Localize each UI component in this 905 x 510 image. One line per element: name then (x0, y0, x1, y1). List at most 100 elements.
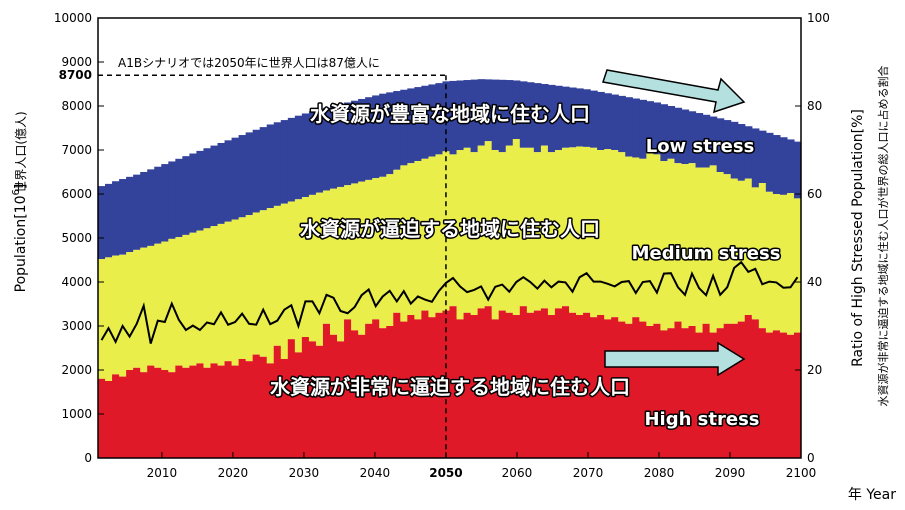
medium-stress-bar (772, 194, 781, 331)
medium-stress-bar (245, 215, 254, 362)
high-stress-bar (358, 334, 366, 458)
medium-stress-bar (435, 154, 444, 313)
high-stress-bar (632, 317, 640, 458)
low-stress-bar (252, 129, 261, 213)
low-stress-bar (210, 145, 219, 227)
high-stress-bar (182, 367, 190, 458)
high-stress-bar (730, 323, 739, 458)
y-left-tick-label: 10000 (54, 11, 92, 25)
low-stress-bar (611, 94, 619, 150)
high-stress-bar (765, 332, 774, 458)
y-left-label-sup: 6 (11, 189, 22, 195)
high-stress-bar (301, 337, 310, 458)
medium-stress-bar (463, 147, 472, 313)
y-left-tick-label: 4000 (61, 275, 92, 289)
low-stress-bar (259, 127, 268, 211)
medium-stress-bar (576, 146, 584, 315)
low-stress-bar (730, 121, 739, 179)
low-stress-bar (667, 106, 676, 159)
low-stress-bar (463, 80, 472, 148)
medium-stress-bar (625, 156, 633, 324)
high-stress-bar (470, 315, 479, 458)
low-stress-bar (772, 135, 781, 194)
medium-stress-bar (414, 161, 422, 320)
high-stress-bar (646, 326, 654, 458)
medium-stress-bar (379, 176, 387, 329)
y-right-tick-label: 20 (807, 363, 822, 377)
medium-stress-bar (133, 249, 141, 368)
low-stress-bar (695, 113, 704, 168)
low-stress-bar (372, 95, 380, 179)
medium-stress-bar (590, 147, 598, 318)
low-stress-bar (175, 158, 183, 238)
medium-stress-bar (765, 191, 774, 333)
x-tick-label: 2100 (786, 466, 817, 480)
low-stress-bar (358, 98, 366, 182)
medium-stress-bar (400, 165, 408, 322)
high-stress-bar (322, 323, 331, 458)
low-stress-bar (561, 86, 570, 148)
medium-stress-bar (386, 174, 394, 326)
low-stress-bar (470, 79, 479, 153)
medium-stress-bar (231, 219, 240, 366)
medium-stress-bar (491, 150, 500, 320)
medium-stress-bar (315, 192, 324, 346)
low-stress-bar (751, 128, 760, 188)
low-stress-bar (590, 90, 598, 148)
medium-stress-bar (308, 194, 317, 342)
high-stress-bar (252, 354, 261, 458)
low-stress-bar (484, 79, 493, 142)
medium-stress-bar (301, 197, 310, 337)
high-stress-bar (393, 312, 401, 458)
high-stress-bar (280, 359, 289, 458)
high-stress-bar (379, 328, 387, 458)
low-stress-bar (674, 107, 683, 164)
medium-stress-bar (779, 194, 788, 333)
medium-stress-bar (344, 185, 352, 320)
low-stress-bar (681, 109, 690, 165)
low-stress-bar (393, 91, 401, 170)
y-left-tick-label: 1000 (61, 407, 92, 421)
high-stress-bar (273, 345, 282, 458)
low-stress-bar (512, 80, 521, 139)
low-stress-bar (646, 101, 654, 153)
y-left-axis-label: Population[106] (11, 184, 29, 293)
low-stress-bar (386, 92, 394, 175)
medium-stress-bar (449, 154, 458, 307)
x-tick-label: 2020 (218, 466, 249, 480)
high-stress-bar (611, 317, 619, 458)
low-stress-bar (688, 111, 697, 164)
low-stress-bar (632, 98, 640, 158)
low-stress-band-label: 水資源が豊富な地域に住む人口 (310, 102, 590, 126)
high-stress-bar (386, 326, 394, 458)
medium-stress-bar (393, 169, 401, 313)
y-right-tick-label: 0 (807, 451, 815, 465)
low-stress-bar (702, 114, 711, 168)
low-stress-bar (533, 83, 542, 153)
low-stress-bar (301, 113, 310, 198)
low-stress-bar (245, 132, 254, 216)
medium-stress-bar (105, 257, 113, 381)
x-tick-label: 2040 (360, 466, 391, 480)
high-stress-bar (140, 372, 148, 458)
medium-stress-bar (210, 226, 219, 364)
medium-stress-bar (238, 217, 247, 359)
y-right-tick-label: 60 (807, 187, 822, 201)
low-stress-bar (287, 117, 296, 202)
high-stress-bar (414, 319, 422, 458)
low-stress-bar (329, 106, 338, 189)
low-stress-bar (737, 124, 746, 181)
high-stress-ratio-line (100, 260, 799, 345)
low-stress-bar (308, 111, 317, 195)
high-stress-bar (540, 308, 549, 458)
medium-stress-bar (716, 172, 725, 329)
medium-stress-bar (547, 152, 556, 315)
medium-stress-bar (126, 252, 134, 370)
low-stress-bar (583, 89, 591, 147)
low-stress-bar (526, 82, 535, 148)
y-left-label-tail: ] (13, 184, 29, 189)
high-stress-bar (308, 341, 317, 458)
low-stress-bar (231, 137, 240, 220)
increasing-trend-arrow (604, 341, 746, 377)
